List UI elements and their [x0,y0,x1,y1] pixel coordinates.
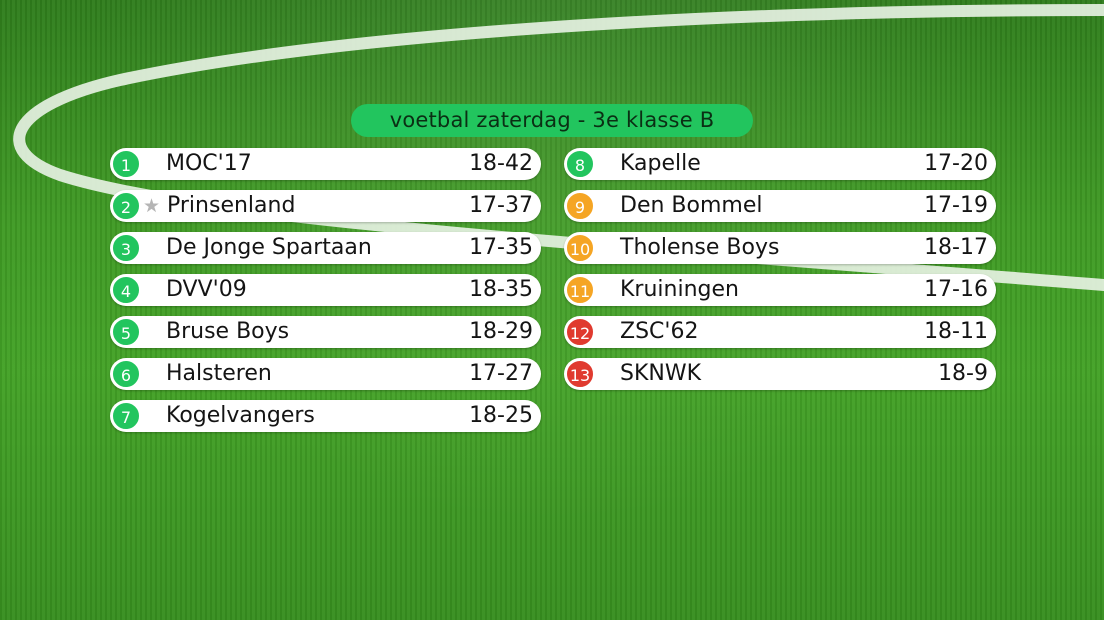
standings-row: 5 Bruse Boys 18-29 [110,316,541,348]
team-name: DVV'09 [166,277,247,302]
standings-row: 12 ZSC'62 18-11 [564,316,996,348]
team-score: 17-16 [924,277,988,302]
rank-badge: 5 [111,317,141,347]
rank-badge: 4 [111,275,141,305]
standings-row: 8 Kapelle 17-20 [564,148,996,180]
rank-badge: 11 [565,275,595,305]
rank-badge: 6 [111,359,141,389]
team-name: De Jonge Spartaan [166,235,372,260]
rank-badge: 2 [111,191,141,221]
team-name: Den Bommel [620,193,763,218]
team-name: Kruiningen [620,277,739,302]
standings-row: 9 Den Bommel 17-19 [564,190,996,222]
team-score: 18-11 [924,319,988,344]
team-name: Bruse Boys [166,319,290,344]
team-score: 17-37 [469,193,533,218]
rank-badge: 3 [111,233,141,263]
star-icon: ★ [143,195,161,217]
team-name: Kapelle [620,151,701,176]
team-score: 18-35 [469,277,533,302]
team-score: 17-20 [924,151,988,176]
team-score: 18-29 [469,319,533,344]
team-score: 18-9 [938,361,988,386]
team-name: MOC'17 [166,151,252,176]
rank-badge: 13 [565,359,595,389]
standings-row: 13 SKNWK 18-9 [564,358,996,390]
team-score: 17-27 [469,361,533,386]
team-name: ZSC'62 [620,319,699,344]
team-name: Halsteren [166,361,272,386]
team-score: 18-25 [469,403,533,428]
team-score: 17-19 [924,193,988,218]
league-title: voetbal zaterdag - 3e klasse B [351,104,753,137]
standings-row: 4 DVV'09 18-35 [110,274,541,306]
rank-badge: 12 [565,317,595,347]
standings-row: 11 Kruiningen 17-16 [564,274,996,306]
standings-row: 2 ★ Prinsenland 17-37 [110,190,541,222]
standings-row: 7 Kogelvangers 18-25 [110,400,541,432]
rank-badge: 9 [565,191,595,221]
rank-badge: 7 [111,401,141,431]
team-name: SKNWK [620,361,702,386]
team-score: 18-17 [924,235,988,260]
rank-badge: 8 [565,149,595,179]
rank-badge: 10 [565,233,595,263]
standings-row: 3 De Jonge Spartaan 17-35 [110,232,541,264]
team-name: Tholense Boys [620,235,780,260]
team-score: 17-35 [469,235,533,260]
standings-row: 6 Halsteren 17-27 [110,358,541,390]
team-name: Prinsenland [167,193,296,218]
rank-badge: 1 [111,149,141,179]
standings-row: 1 MOC'17 18-42 [110,148,541,180]
team-score: 18-42 [469,151,533,176]
standings-row: 10 Tholense Boys 18-17 [564,232,996,264]
team-name: Kogelvangers [166,403,315,428]
